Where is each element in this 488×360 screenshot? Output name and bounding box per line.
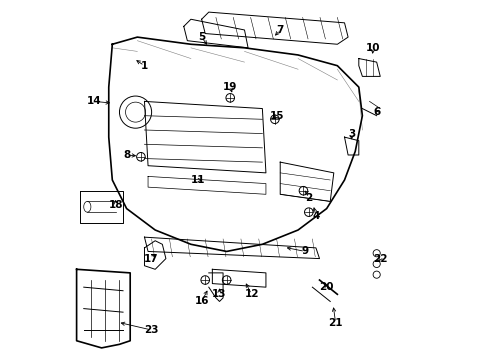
Text: 12: 12 — [244, 289, 258, 299]
Text: 3: 3 — [347, 129, 355, 139]
Text: 6: 6 — [372, 107, 380, 117]
Text: 20: 20 — [319, 282, 333, 292]
Text: 19: 19 — [223, 82, 237, 92]
Text: 9: 9 — [301, 247, 308, 256]
Text: 2: 2 — [305, 193, 312, 203]
Text: 13: 13 — [212, 289, 226, 299]
Text: 5: 5 — [198, 32, 205, 42]
Text: 1: 1 — [141, 61, 148, 71]
Text: 16: 16 — [194, 296, 208, 306]
Text: 8: 8 — [123, 150, 130, 160]
Text: 11: 11 — [190, 175, 205, 185]
Text: 10: 10 — [365, 43, 380, 53]
Text: 14: 14 — [87, 96, 102, 107]
Text: 15: 15 — [269, 111, 284, 121]
Text: 23: 23 — [144, 325, 159, 335]
Text: 21: 21 — [327, 318, 342, 328]
Text: 22: 22 — [372, 253, 386, 264]
Text: 18: 18 — [108, 200, 123, 210]
Text: 7: 7 — [276, 25, 284, 35]
Text: 4: 4 — [312, 211, 319, 221]
Text: 17: 17 — [144, 253, 159, 264]
